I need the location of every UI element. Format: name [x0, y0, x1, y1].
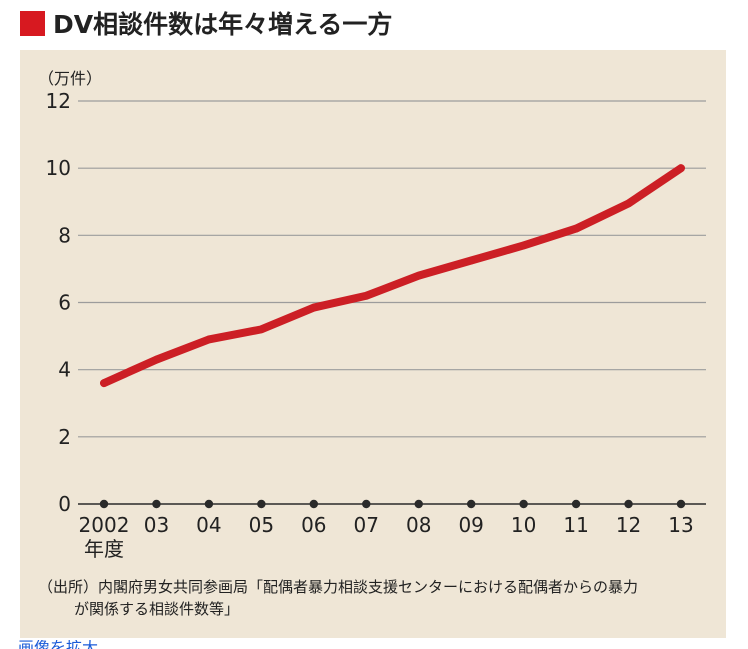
x-axis-tick-dot [204, 499, 214, 509]
x-tick-label: 2002 [79, 513, 130, 537]
x-tick-label: 13 [668, 513, 693, 537]
y-tick-label: 4 [58, 358, 71, 382]
x-axis-tick-dot [362, 499, 371, 509]
line-layer [100, 164, 685, 388]
x-tick-label: 05 [249, 513, 274, 537]
data-point [152, 355, 161, 364]
title-marker [20, 10, 45, 36]
x-axis-tick-dot [152, 499, 161, 509]
title-row: DV相談件数は年々増える一方 [20, 6, 392, 40]
x-axis-tick-dot [309, 499, 319, 509]
chart-title: DV相談件数は年々増える一方 [53, 10, 393, 39]
source-note-line-2: が関係する相談件数等」 [74, 600, 240, 618]
data-point [205, 335, 213, 344]
x-tick-label: 10 [511, 513, 536, 537]
x-axis-tick-dot [624, 499, 633, 509]
data-point [100, 379, 108, 387]
x-tick-label: 07 [354, 513, 379, 537]
chart-background [20, 50, 726, 638]
y-tick-layer: 0 2 4 6 8 10 12 [46, 89, 71, 516]
x-tick-label: 09 [458, 513, 483, 537]
y-tick-label: 2 [58, 425, 71, 449]
data-point [362, 291, 371, 300]
y-tick-label: 12 [46, 89, 71, 113]
x-axis-year-sublabel: 年度 [84, 537, 124, 561]
data-point [519, 241, 528, 250]
x-axis-tick-dot [99, 499, 109, 509]
x-tick-label: 11 [563, 513, 588, 537]
source-note: （出所）内閣府男女共同参画局「配偶者暴力相談支援センターにおける配偶者からの暴力… [38, 576, 720, 620]
x-axis-tick-dot [414, 499, 423, 509]
data-point [572, 224, 580, 233]
data-point [414, 271, 423, 280]
x-tick-label: 12 [616, 513, 641, 537]
y-tick-label: 0 [58, 492, 71, 516]
x-axis-tick-dot [571, 499, 581, 509]
data-point [624, 199, 633, 208]
enlarge-image-link[interactable]: 画像を拡大 [18, 640, 98, 649]
x-axis-tick-dot [676, 499, 686, 509]
series-line [100, 164, 685, 388]
y-tick-label: 10 [46, 156, 71, 180]
y-tick-label: 8 [58, 223, 71, 247]
data-point [467, 256, 475, 265]
x-axis-tick-dot [257, 499, 266, 509]
source-note-line-1: （出所）内閣府男女共同参画局「配偶者暴力相談支援センターにおける配偶者からの暴力 [38, 578, 639, 596]
x-tick-label: 03 [144, 513, 169, 537]
x-tick-label: 04 [196, 513, 221, 537]
data-point [257, 325, 266, 334]
y-tick-label: 6 [58, 291, 71, 315]
chart-panel: （万件） 0 2 4 6 8 10 12 2002 年度 03 04 05 06 07 08 09 10 11 1… [20, 50, 726, 638]
x-tick-label: 08 [406, 513, 431, 537]
data-point [677, 164, 685, 172]
data-point [310, 303, 318, 312]
x-axis-tick-dot [519, 499, 528, 509]
y-axis-unit-label: （万件） [38, 69, 102, 88]
x-tick-label: 06 [301, 513, 326, 537]
grid-layer [78, 100, 706, 505]
x-axis-tick-dot [466, 499, 476, 509]
